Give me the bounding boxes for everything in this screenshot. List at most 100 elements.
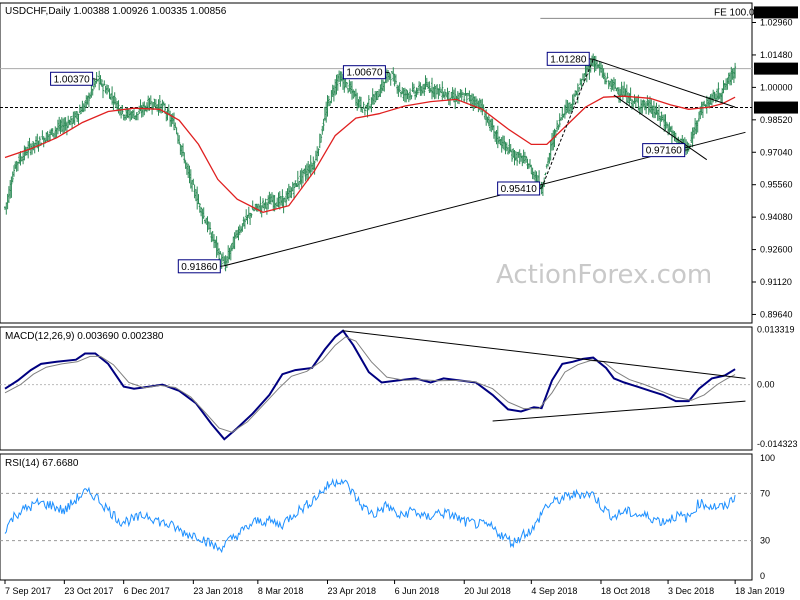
price-bar bbox=[606, 72, 609, 79]
price-bar bbox=[374, 91, 377, 103]
price-bar bbox=[13, 165, 15, 177]
rsi-series-layer bbox=[0, 477, 752, 554]
price-bar bbox=[441, 81, 444, 101]
price-bar bbox=[558, 113, 561, 128]
price-tag-label: 1.00856 bbox=[757, 65, 790, 75]
annotation-label: 1.01280 bbox=[550, 54, 587, 65]
annotation-leader bbox=[385, 71, 390, 74]
rsi-tick-label: 100 bbox=[760, 453, 775, 463]
date-tick-label: 3 Dec 2018 bbox=[668, 586, 714, 596]
fe-100-label: FE 100.0 bbox=[714, 7, 755, 18]
annotation-label: 1.00670 bbox=[346, 68, 383, 79]
axis-layer: 1.02960 1.01480 1.00000 0.98520 0.97040 0.955… bbox=[4, 6, 798, 596]
price-bar bbox=[256, 203, 259, 212]
price-bar bbox=[345, 82, 348, 89]
date-tick-label: 23 Oct 2017 bbox=[64, 586, 113, 596]
date-tick-label: 6 Jun 2018 bbox=[395, 586, 440, 596]
price-bar bbox=[250, 213, 253, 218]
price-tick-label: 0.97040 bbox=[760, 147, 793, 157]
price-bar bbox=[614, 79, 617, 90]
price-bar bbox=[11, 171, 14, 183]
price-tag-box bbox=[754, 62, 798, 75]
price-bar bbox=[566, 100, 569, 113]
price-bar bbox=[68, 119, 71, 126]
price-bar bbox=[320, 134, 323, 143]
macd-tick-label: 0.013319 bbox=[757, 324, 795, 334]
annotation-leader bbox=[539, 187, 542, 189]
price-bar bbox=[363, 107, 366, 116]
price-bar bbox=[285, 191, 288, 207]
price-tick-label: 0.95560 bbox=[760, 180, 793, 190]
price-tick-label: 0.92600 bbox=[760, 245, 793, 255]
price-bar bbox=[572, 93, 575, 106]
rsi-tick-label: 70 bbox=[760, 488, 770, 498]
price-bar bbox=[487, 114, 490, 127]
rsi-panel-title: RSI(14) 67.6680 bbox=[5, 458, 79, 469]
price-bar bbox=[580, 78, 583, 88]
price-bar bbox=[665, 121, 668, 128]
price-bar bbox=[394, 74, 397, 85]
price-bar bbox=[511, 149, 513, 162]
price-bar bbox=[117, 100, 120, 114]
price-bar bbox=[603, 72, 606, 85]
price-bar bbox=[102, 83, 104, 99]
price-bar bbox=[498, 136, 501, 144]
macd-tick-label: 0.00 bbox=[757, 380, 775, 390]
date-tick-label: 7 Sep 2017 bbox=[5, 586, 51, 596]
price-tick-label: 0.98520 bbox=[760, 115, 793, 125]
price-bar bbox=[481, 98, 484, 116]
date-tick-label: 18 Jan 2019 bbox=[735, 586, 785, 596]
price-bar bbox=[282, 197, 285, 214]
price-bar bbox=[269, 193, 272, 205]
price-bar bbox=[264, 198, 267, 209]
macd-line bbox=[4, 329, 736, 441]
macd-tick-label: -0.014323 bbox=[757, 439, 798, 449]
price-bar bbox=[578, 86, 581, 92]
price-tick-label: 1.00000 bbox=[760, 82, 793, 92]
trendline bbox=[541, 59, 594, 189]
price-bar bbox=[294, 180, 297, 188]
price-bar bbox=[100, 79, 103, 87]
price-bar bbox=[309, 155, 312, 177]
annotation-label: 0.91860 bbox=[181, 262, 218, 273]
macd-panel bbox=[0, 326, 753, 451]
price-bar bbox=[174, 122, 177, 129]
macd-signal-line bbox=[4, 336, 736, 433]
price-tag-label: 0.99080 bbox=[757, 104, 790, 114]
date-tick-label: 20 Jul 2018 bbox=[464, 586, 511, 596]
date-tick-label: 8 Mar 2018 bbox=[258, 586, 304, 596]
price-bar bbox=[243, 218, 246, 229]
price-bar bbox=[447, 91, 450, 105]
price-bar bbox=[389, 74, 392, 86]
price-bar bbox=[10, 176, 13, 198]
price-bar bbox=[38, 136, 41, 146]
annotation-label: 0.95410 bbox=[501, 184, 538, 195]
date-tick-label: 18 Oct 2018 bbox=[601, 586, 650, 596]
trendline bbox=[593, 58, 736, 108]
price-bar bbox=[135, 112, 138, 121]
price-tag-box bbox=[754, 6, 798, 19]
price-bar bbox=[526, 158, 529, 170]
price-bar bbox=[91, 88, 94, 96]
trendline bbox=[613, 94, 708, 161]
price-bar bbox=[93, 77, 95, 90]
date-tick-label: 23 Apr 2018 bbox=[328, 586, 377, 596]
price-tag-label: 1.03420 bbox=[757, 8, 790, 18]
price-bar bbox=[544, 172, 547, 176]
price-bar bbox=[87, 92, 90, 108]
price-panel-title: USDCHF,Daily 1.00388 1.00926 1.00335 1.0… bbox=[5, 6, 227, 17]
price-bar bbox=[641, 100, 644, 114]
price-bar bbox=[406, 90, 409, 100]
price-bar bbox=[409, 88, 412, 101]
rsi-line bbox=[4, 477, 736, 554]
price-bar bbox=[192, 178, 195, 185]
price-bar bbox=[556, 120, 559, 132]
price-tag-box bbox=[754, 101, 798, 114]
price-bar bbox=[412, 83, 415, 94]
price-bar bbox=[717, 82, 720, 100]
price-bar bbox=[136, 113, 139, 121]
price-bar bbox=[209, 222, 212, 235]
price-bar bbox=[423, 83, 426, 96]
price-bar bbox=[293, 183, 295, 200]
annotation-leader bbox=[220, 265, 225, 267]
